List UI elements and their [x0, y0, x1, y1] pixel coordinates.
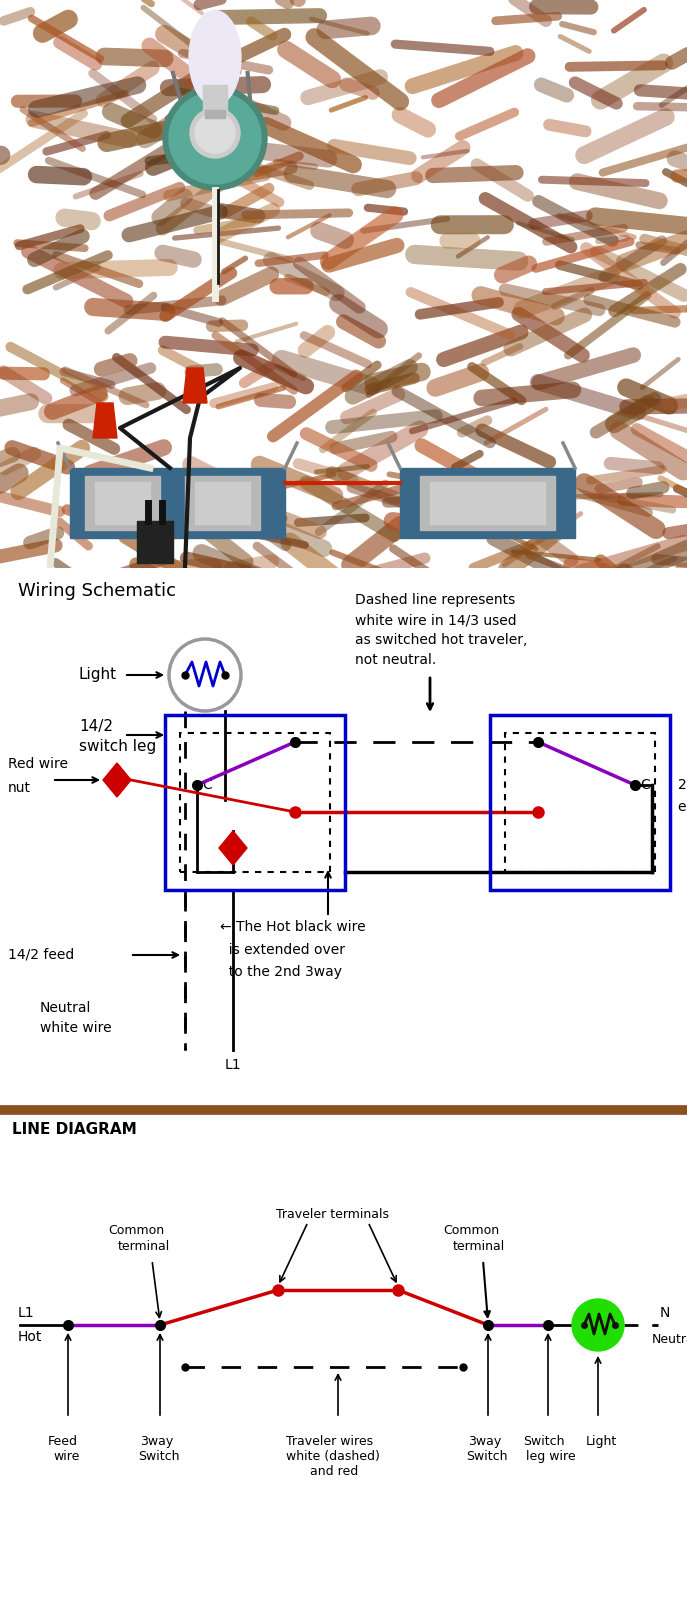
Text: Switch: Switch — [138, 1450, 179, 1462]
Text: Dashed line represents: Dashed line represents — [355, 594, 515, 606]
Circle shape — [190, 109, 240, 158]
Text: Traveler wires: Traveler wires — [286, 1435, 373, 1448]
Polygon shape — [103, 763, 131, 797]
Text: terminal: terminal — [118, 1240, 170, 1253]
Text: end 3way: end 3way — [678, 800, 687, 814]
Text: 14/2: 14/2 — [79, 720, 113, 734]
Bar — [505, 733, 655, 872]
Text: Switch: Switch — [466, 1450, 508, 1462]
Text: nut: nut — [8, 781, 31, 795]
Circle shape — [163, 86, 267, 190]
Text: 2nd "Dead": 2nd "Dead" — [678, 778, 687, 792]
Text: Light: Light — [586, 1435, 617, 1448]
Bar — [490, 715, 670, 890]
Polygon shape — [219, 830, 247, 866]
Polygon shape — [183, 368, 207, 403]
Bar — [85, 477, 160, 530]
Bar — [195, 482, 250, 525]
Bar — [203, 85, 227, 114]
Text: switch leg: switch leg — [79, 739, 156, 755]
Bar — [95, 482, 150, 525]
Bar — [137, 522, 173, 563]
Text: Common: Common — [108, 1224, 164, 1237]
Bar — [185, 477, 260, 530]
Text: Red wire: Red wire — [8, 757, 68, 771]
Text: C: C — [202, 778, 212, 792]
Text: and red: and red — [310, 1466, 358, 1478]
Text: leg wire: leg wire — [526, 1450, 576, 1462]
Text: to the 2nd 3way: to the 2nd 3way — [220, 965, 342, 979]
Text: L1: L1 — [225, 1058, 241, 1072]
Text: Feed: Feed — [48, 1435, 78, 1448]
Ellipse shape — [189, 11, 241, 106]
Text: is extended over: is extended over — [220, 942, 345, 957]
Text: terminal: terminal — [453, 1240, 505, 1253]
Bar — [70, 467, 285, 538]
Text: N: N — [660, 1306, 671, 1320]
Text: Neutral: Neutral — [652, 1333, 687, 1346]
Circle shape — [572, 1299, 624, 1350]
Text: C: C — [640, 778, 650, 792]
Text: white (dashed): white (dashed) — [286, 1450, 380, 1462]
Text: LINE DIAGRAM: LINE DIAGRAM — [12, 1122, 137, 1138]
Polygon shape — [93, 403, 117, 438]
Text: Common: Common — [443, 1224, 499, 1237]
Text: white wire in 14/3 used: white wire in 14/3 used — [355, 613, 517, 627]
Text: L1: L1 — [18, 1306, 34, 1320]
Text: Light: Light — [79, 667, 117, 683]
Text: Switch: Switch — [523, 1435, 565, 1448]
Bar — [205, 110, 225, 118]
Text: wire: wire — [53, 1450, 80, 1462]
Text: white wire: white wire — [40, 1021, 111, 1035]
Bar — [430, 482, 545, 525]
Text: 14/2 feed: 14/2 feed — [8, 947, 74, 962]
Bar — [420, 477, 555, 530]
Text: Hot: Hot — [18, 1330, 43, 1344]
Bar — [180, 733, 330, 872]
Circle shape — [195, 114, 235, 154]
Bar — [165, 715, 345, 890]
Text: not neutral.: not neutral. — [355, 653, 436, 667]
Text: Wiring Schematic: Wiring Schematic — [18, 582, 176, 600]
Text: ← The Hot black wire: ← The Hot black wire — [220, 920, 365, 934]
Bar — [400, 467, 575, 538]
Text: Traveler terminals: Traveler terminals — [276, 1208, 389, 1221]
Text: 3way: 3way — [468, 1435, 502, 1448]
Text: Neutral: Neutral — [40, 1002, 91, 1014]
Text: as switched hot traveler,: as switched hot traveler, — [355, 634, 528, 646]
Text: 3way: 3way — [140, 1435, 173, 1448]
Circle shape — [169, 91, 261, 184]
